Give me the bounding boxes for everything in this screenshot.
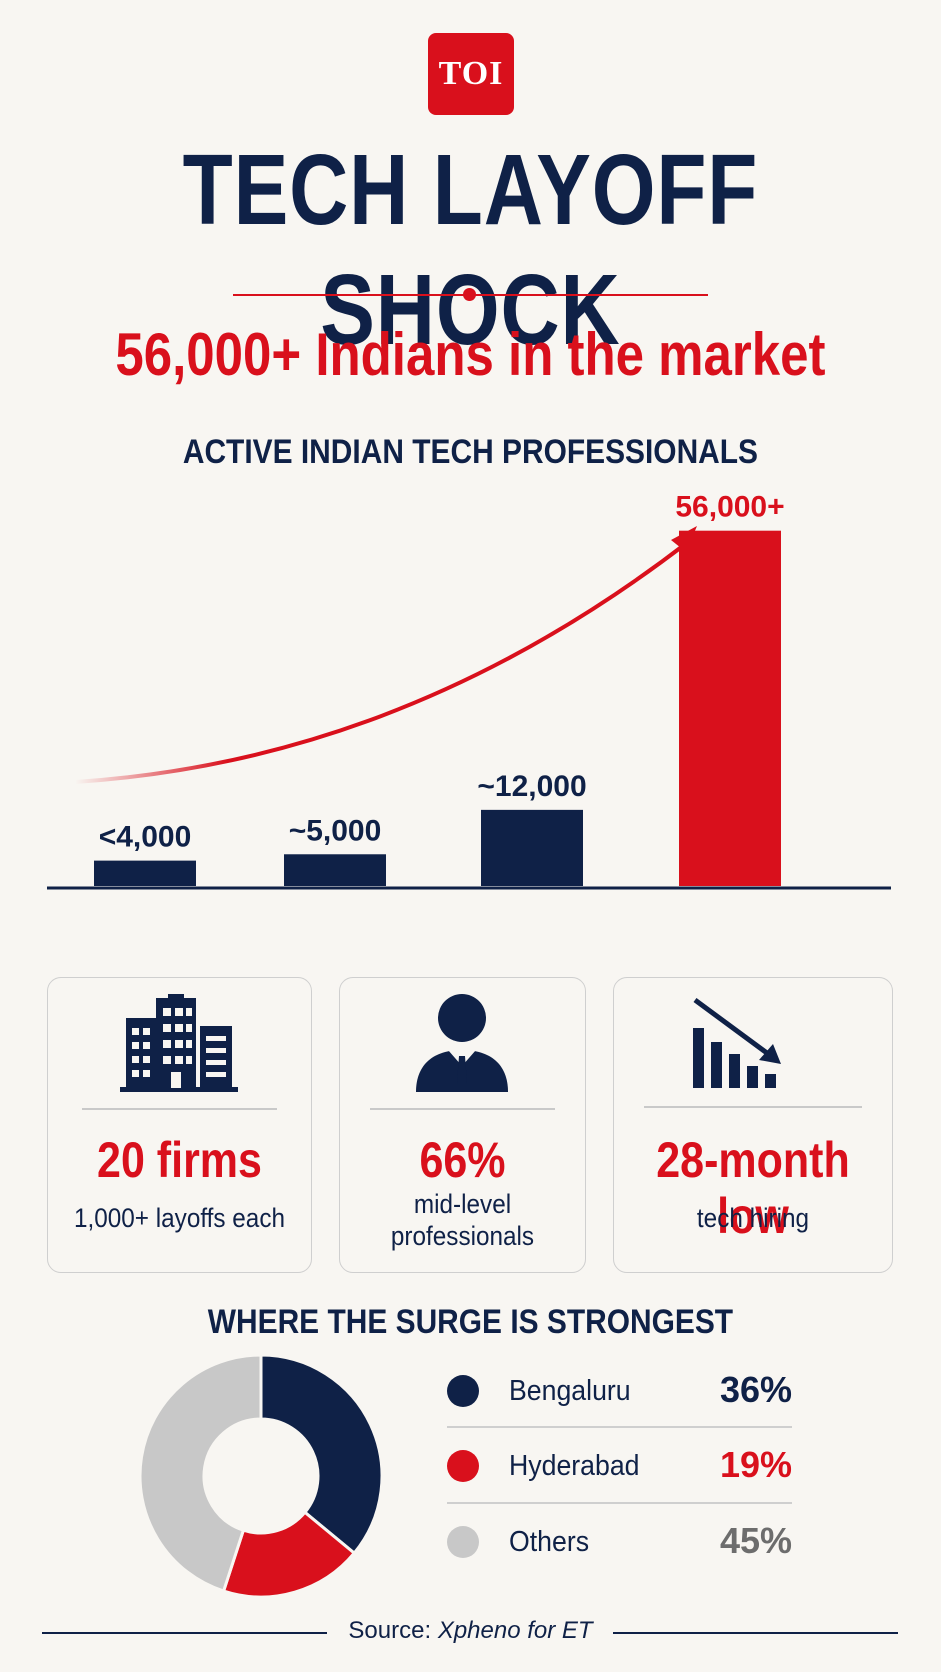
source-name: Xpheno for ET	[437, 1617, 593, 1644]
bar-1-year-ago	[94, 860, 196, 886]
legend-label: Hyderabad	[509, 1450, 640, 1482]
stat-value: 28-month low	[656, 1132, 850, 1244]
trend-arrow-head	[671, 526, 697, 552]
source-rule-left	[42, 1632, 327, 1634]
stat-card-hiring: 28-month low tech hiring	[613, 977, 893, 1273]
card-separator	[370, 1108, 555, 1110]
stat-label: tech hiring	[696, 1203, 810, 1233]
legend-separator	[447, 1502, 792, 1504]
legend-separator	[447, 1426, 792, 1428]
bar-value-label: 56,000+	[675, 491, 784, 524]
bar-now	[679, 530, 781, 886]
legend-value: 36%	[719, 1369, 792, 1410]
page-title: TECH LAYOFF SHOCK	[182, 134, 759, 366]
professional-icon	[412, 988, 512, 1096]
legend-label: Others	[509, 1526, 590, 1558]
legend-swatch	[447, 1450, 479, 1482]
card-separator	[82, 1108, 277, 1110]
stat-label: 1,000+ layoffs each	[74, 1203, 285, 1233]
donut-slice-others	[138, 1353, 263, 1593]
stat-card-mid-level: 66% mid-level professionals	[339, 977, 586, 1273]
stat-value: 20 firms	[97, 1132, 262, 1188]
bar-value-label: <4,000	[99, 821, 192, 854]
stat-value: 66%	[419, 1132, 506, 1188]
stat-label: mid-level professionals	[390, 1189, 535, 1251]
legend-swatch	[447, 1375, 479, 1407]
donut-chart-title: WHERE THE SURGE IS STRONGEST	[207, 1303, 734, 1341]
bar-chart: <4,0001 year ago~5,0006 months~12,0001 m…	[47, 491, 891, 890]
donut-chart	[138, 1353, 384, 1599]
source-credit: Source: Xpheno for ET	[0, 1616, 941, 1646]
donut-slice-bengaluru	[259, 1353, 384, 1556]
legend-swatch	[447, 1526, 479, 1558]
stat-card-firms: 20 firms 1,000+ layoffs each	[47, 977, 312, 1273]
toi-logo: TOI	[428, 33, 514, 115]
headline: 56,000+ Indians in the market	[115, 321, 826, 388]
bar-6-months	[284, 854, 386, 886]
declining-chart-icon	[689, 997, 789, 1090]
bar-value-label: ~5,000	[289, 814, 382, 847]
bar-chart-title: ACTIVE INDIAN TECH PROFESSIONALS	[182, 433, 759, 471]
trend-arrow	[74, 540, 690, 784]
source-rule-right	[613, 1632, 898, 1634]
legend-value: 19%	[719, 1444, 792, 1485]
source-prefix: Source:	[348, 1617, 432, 1644]
title-divider-dot	[463, 288, 476, 301]
buildings-icon	[116, 994, 242, 1094]
bar-1-month	[481, 809, 583, 886]
card-separator	[644, 1106, 862, 1108]
legend-label: Bengaluru	[509, 1375, 631, 1407]
legend-value: 45%	[719, 1520, 792, 1561]
donut-slice-hyderabad	[221, 1510, 357, 1599]
bar-value-label: ~12,000	[477, 770, 586, 803]
